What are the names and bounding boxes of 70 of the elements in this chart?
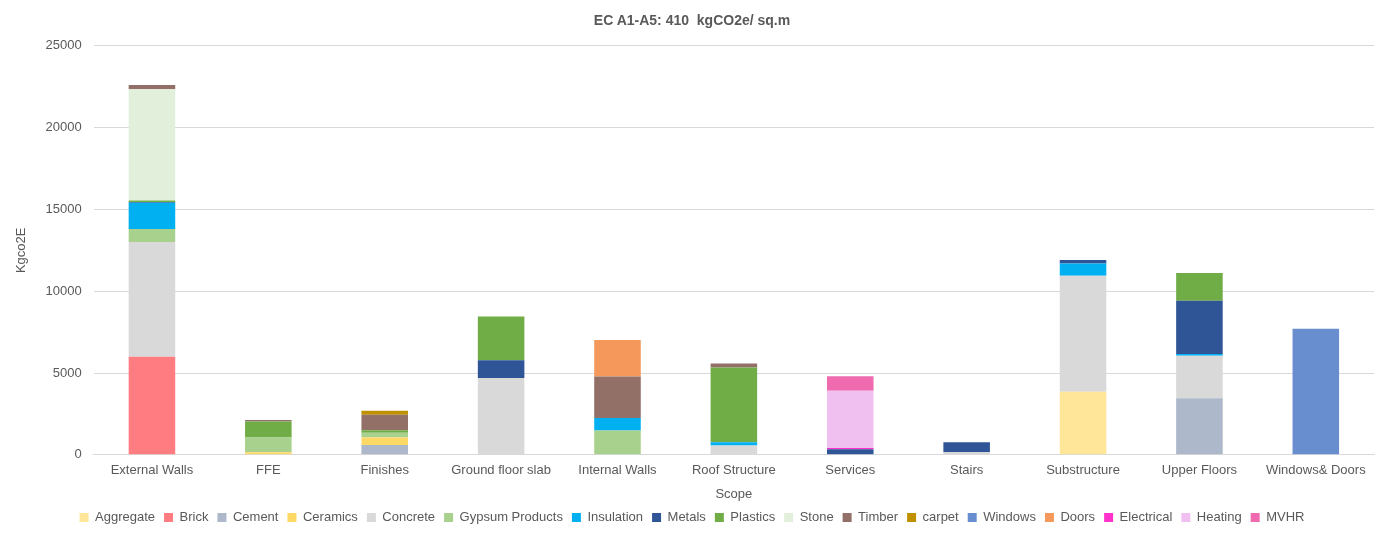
bar xyxy=(710,367,758,443)
legend-label: Cement xyxy=(232,509,279,525)
bar xyxy=(361,414,408,431)
legend-label: Brick xyxy=(179,509,209,525)
bar xyxy=(128,356,176,455)
bar xyxy=(361,430,408,433)
bar xyxy=(594,340,641,377)
bar xyxy=(594,417,641,431)
x-tick-label: Stairs xyxy=(950,462,984,478)
legend-label: MVHR xyxy=(1266,509,1305,525)
legend-label: Gypsum Products xyxy=(459,509,564,525)
legend-label: Heating xyxy=(1196,509,1242,525)
x-tick-label: Finishes xyxy=(360,462,410,478)
y-axis-title: Kgco2E xyxy=(13,227,29,274)
bar xyxy=(1292,328,1340,455)
legend-label: Plastics xyxy=(730,509,776,525)
bar xyxy=(1176,300,1223,355)
bar xyxy=(128,202,176,230)
bar xyxy=(128,229,176,243)
bar xyxy=(128,89,176,201)
bar xyxy=(361,437,408,445)
y-tick-label: 0 xyxy=(74,446,82,462)
bar xyxy=(826,376,874,391)
bar xyxy=(710,363,758,368)
bar xyxy=(943,442,990,453)
bar xyxy=(477,316,525,361)
x-tick-label: Substructure xyxy=(1046,462,1120,478)
legend-label: Windows xyxy=(983,509,1037,525)
bar xyxy=(1059,391,1107,455)
bar xyxy=(245,437,292,453)
x-tick-label: Upper Floors xyxy=(1161,462,1238,478)
x-tick-label: External Walls xyxy=(110,462,194,478)
x-tick-label: Roof Structure xyxy=(691,462,776,478)
y-tick-label: 20000 xyxy=(45,119,82,135)
bar xyxy=(1059,263,1107,276)
bar xyxy=(1176,398,1223,455)
y-tick-label: 15000 xyxy=(45,200,82,216)
bar xyxy=(826,449,874,455)
legend-label: Metals xyxy=(667,509,707,525)
x-tick-label: Windows& Doors xyxy=(1265,462,1367,478)
legend-label: Concrete xyxy=(382,509,436,525)
legend-label: Ceramics xyxy=(302,509,359,525)
bar xyxy=(361,444,408,455)
x-tick-label: Ground floor slab xyxy=(451,462,551,478)
legend-label: Insulation xyxy=(587,509,644,525)
bar xyxy=(594,376,641,418)
bar xyxy=(245,421,292,438)
y-tick-label: 25000 xyxy=(45,37,82,53)
bar xyxy=(1176,273,1223,301)
y-tick-label: 10000 xyxy=(45,282,82,298)
y-tick-label: 5000 xyxy=(52,364,82,380)
bar xyxy=(594,430,641,455)
chart-title: EC A1-A5: 410 kgCO2e/ sq.m xyxy=(593,12,791,29)
bar xyxy=(477,360,525,378)
legend-label: Doors xyxy=(1060,509,1096,525)
x-tick-label: Internal Walls xyxy=(578,462,658,478)
bar xyxy=(128,85,176,90)
legend-label: Stone xyxy=(799,509,834,525)
legend-label: Aggregate xyxy=(95,509,156,525)
bar xyxy=(826,390,874,448)
bar xyxy=(1059,260,1107,264)
legend-label: carpet xyxy=(922,509,960,525)
legend-label: Timber xyxy=(858,509,899,525)
bar xyxy=(710,442,758,446)
bar xyxy=(361,432,408,438)
x-axis-title: Scope xyxy=(715,485,753,501)
bar xyxy=(361,410,408,415)
x-tick-label: Services xyxy=(825,462,876,478)
legend-label: Electrical xyxy=(1119,509,1173,525)
x-tick-label: FFE xyxy=(256,462,281,478)
